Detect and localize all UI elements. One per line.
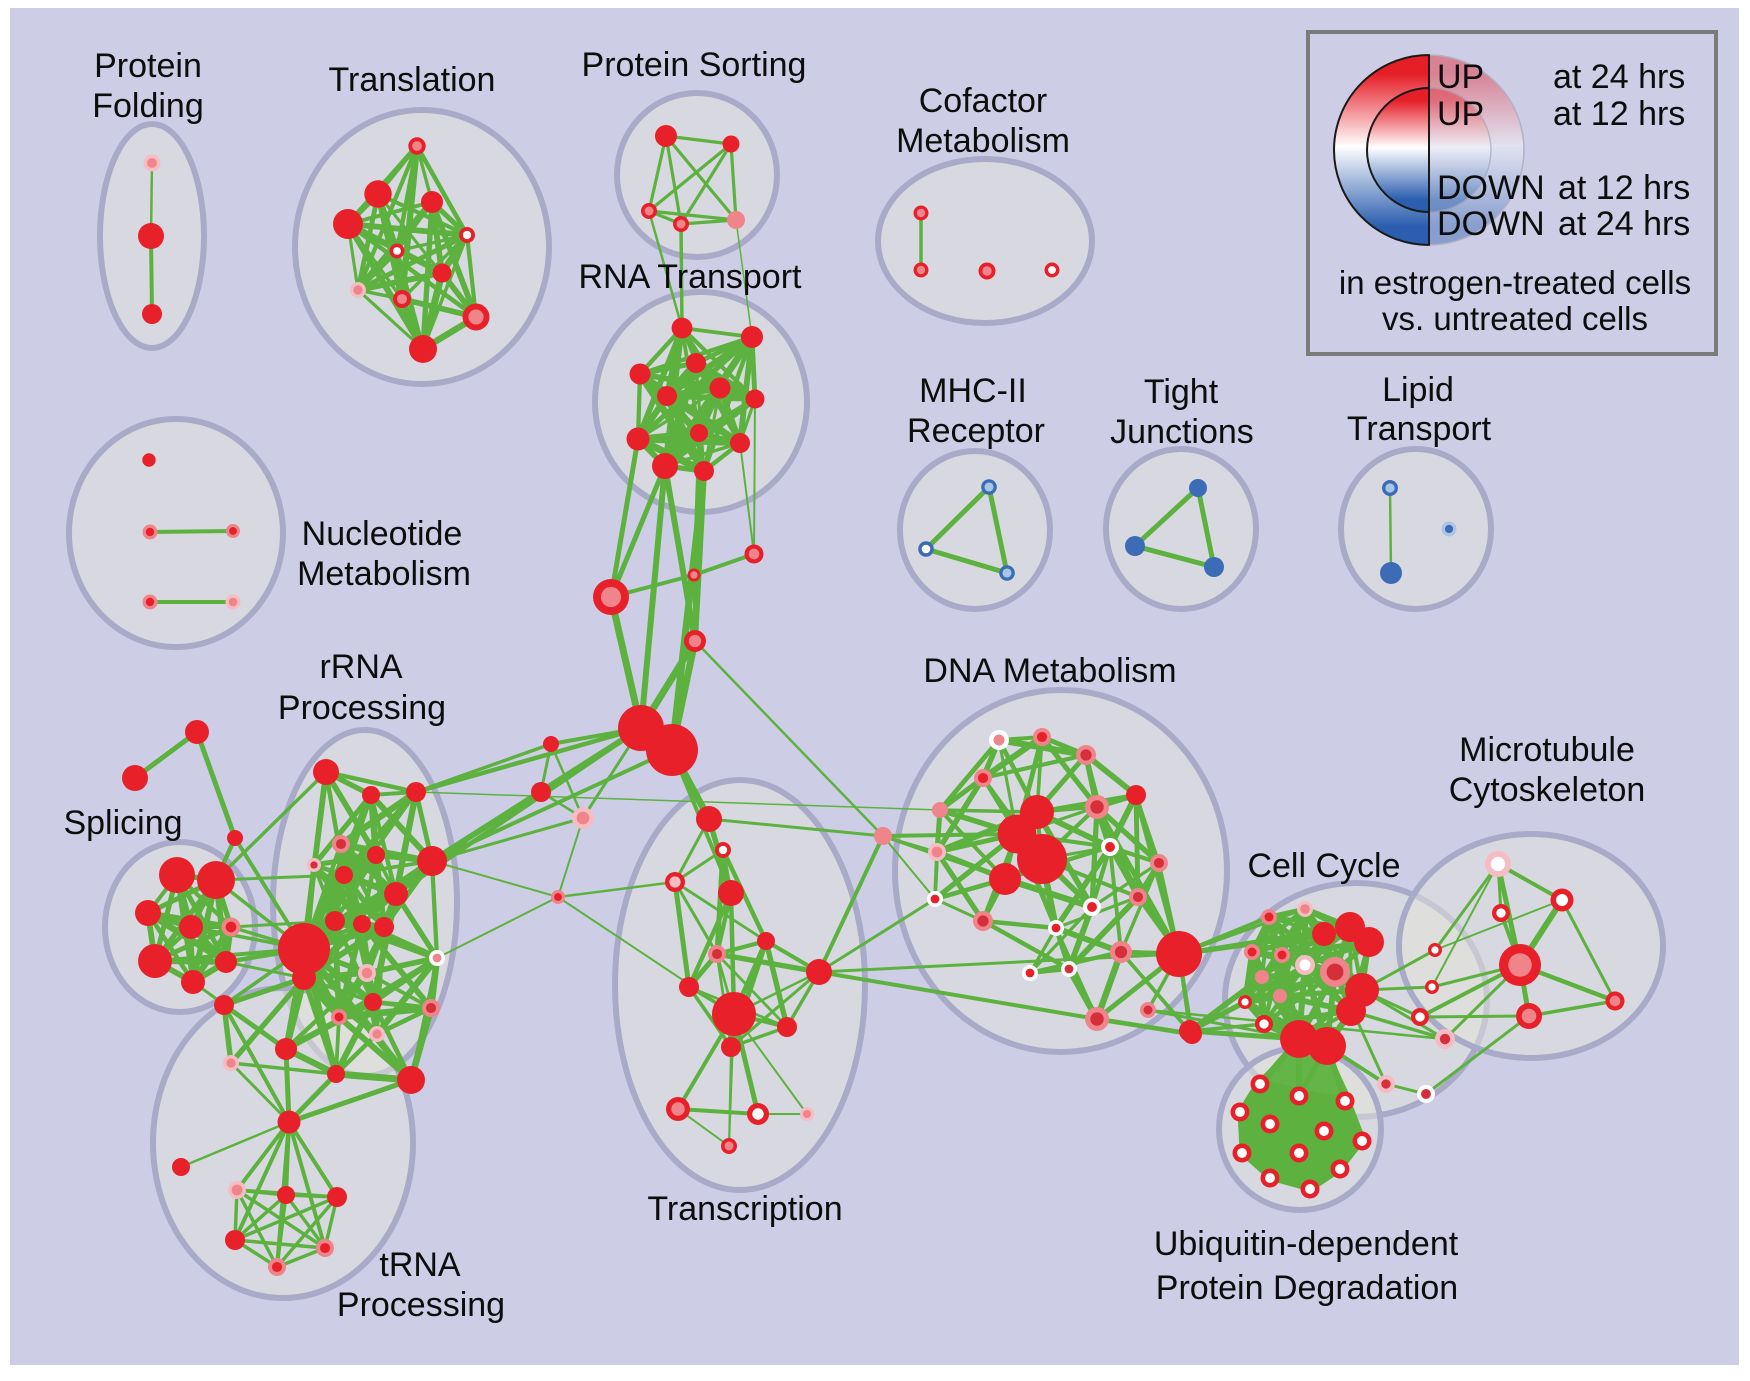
svg-text:Junctions: Junctions xyxy=(1110,413,1254,451)
svg-text:Cell Cycle: Cell Cycle xyxy=(1247,847,1400,885)
svg-text:MHC-II: MHC-II xyxy=(919,372,1027,410)
svg-text:at 12 hrs: at 12 hrs xyxy=(1553,95,1685,133)
svg-text:vs. untreated cells: vs. untreated cells xyxy=(1382,300,1648,337)
svg-text:Microtubule: Microtubule xyxy=(1459,731,1635,769)
svg-text:tRNA: tRNA xyxy=(379,1246,461,1284)
svg-text:DNA Metabolism: DNA Metabolism xyxy=(923,652,1176,690)
svg-text:in estrogen-treated cells: in estrogen-treated cells xyxy=(1339,264,1691,301)
svg-text:at 24 hrs: at 24 hrs xyxy=(1553,58,1685,96)
svg-text:UP: UP xyxy=(1437,95,1484,133)
svg-text:Ubiquitin-dependent: Ubiquitin-dependent xyxy=(1154,1225,1459,1263)
svg-text:Receptor: Receptor xyxy=(907,412,1045,450)
svg-text:at 12 hrs: at 12 hrs xyxy=(1558,169,1690,207)
svg-text:Transcription: Transcription xyxy=(647,1190,842,1228)
svg-text:Cytoskeleton: Cytoskeleton xyxy=(1449,771,1646,809)
svg-text:Cofactor: Cofactor xyxy=(919,82,1048,120)
svg-text:Metabolism: Metabolism xyxy=(297,555,471,593)
svg-text:Nucleotide: Nucleotide xyxy=(302,515,463,553)
svg-text:DOWN: DOWN xyxy=(1437,205,1545,243)
svg-text:Folding: Folding xyxy=(92,87,204,125)
svg-text:Tight: Tight xyxy=(1144,373,1219,411)
svg-text:at 24 hrs: at 24 hrs xyxy=(1558,205,1690,243)
svg-text:Processing: Processing xyxy=(278,689,446,727)
svg-text:Splicing: Splicing xyxy=(63,804,182,842)
svg-text:Translation: Translation xyxy=(329,61,496,99)
svg-text:Transport: Transport xyxy=(1347,410,1492,448)
svg-text:UP: UP xyxy=(1437,58,1484,96)
svg-text:Processing: Processing xyxy=(337,1286,505,1324)
svg-text:rRNA: rRNA xyxy=(319,648,402,686)
svg-text:Metabolism: Metabolism xyxy=(896,122,1070,160)
svg-text:Protein: Protein xyxy=(94,47,202,85)
svg-text:Protein Sorting: Protein Sorting xyxy=(582,46,807,84)
svg-text:Lipid: Lipid xyxy=(1382,371,1454,409)
svg-text:DOWN: DOWN xyxy=(1437,169,1545,207)
svg-text:Protein Degradation: Protein Degradation xyxy=(1156,1269,1458,1307)
svg-text:RNA Transport: RNA Transport xyxy=(579,258,803,296)
